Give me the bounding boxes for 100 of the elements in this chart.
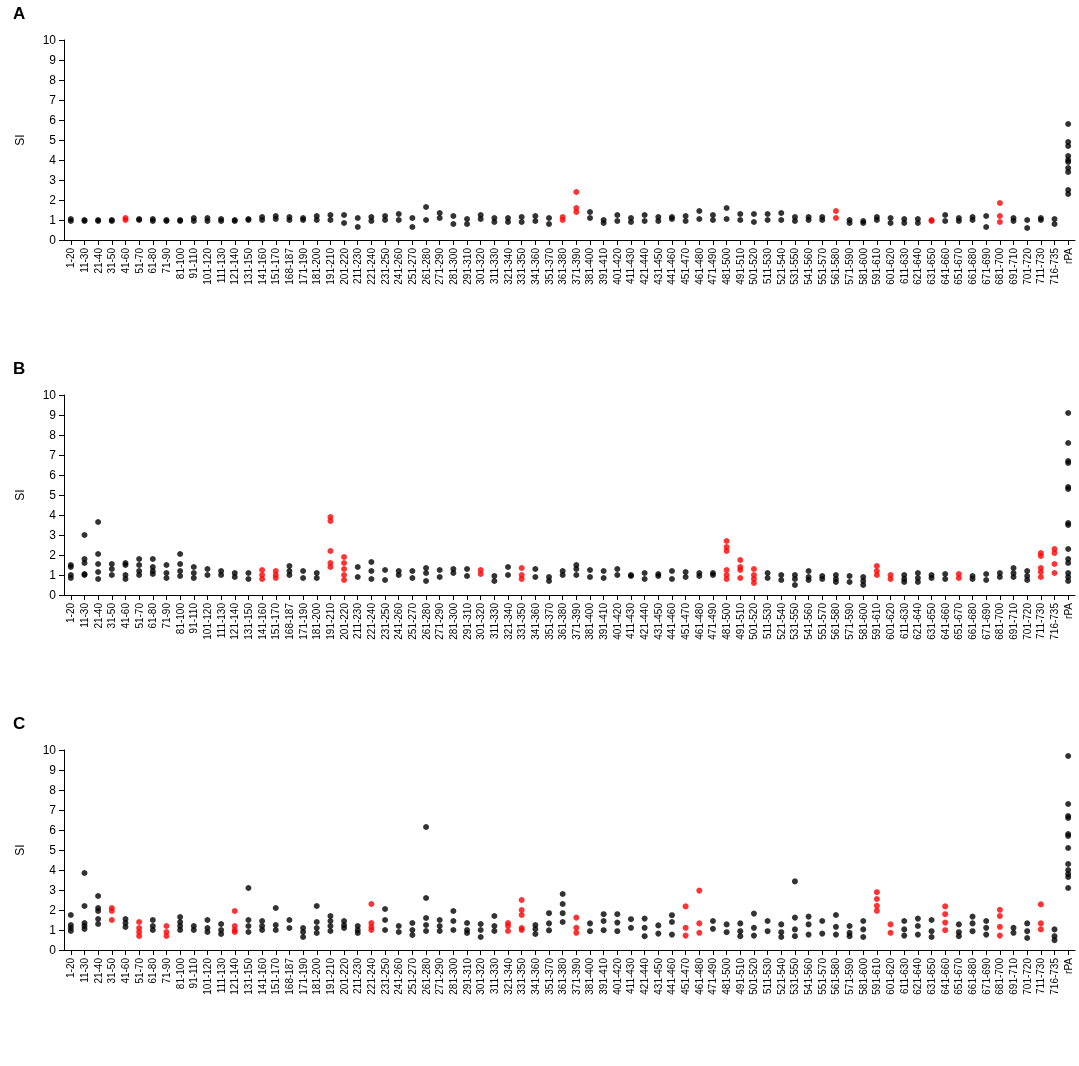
x-tick-label: 601-620 bbox=[885, 247, 897, 285]
x-tick-label: 401-420 bbox=[611, 602, 623, 640]
x-tick-label: 471-490 bbox=[707, 602, 719, 640]
x-tick-label: 181-200 bbox=[311, 602, 323, 640]
x-tick-label: 531-550 bbox=[789, 247, 801, 285]
x-tick-label: 51-70 bbox=[133, 957, 145, 984]
x-tick-label: 331-350 bbox=[516, 957, 528, 995]
x-tick-label: 251-270 bbox=[406, 247, 418, 285]
x-tick-label: 221-240 bbox=[365, 247, 377, 285]
y-axis-title: SI bbox=[13, 489, 27, 501]
x-tick-label: 11-30 bbox=[78, 602, 90, 628]
x-tick-label: 131-150 bbox=[242, 602, 254, 640]
x-tick-label: 381-400 bbox=[584, 957, 596, 995]
x-tick-label: 211-230 bbox=[352, 247, 364, 284]
y-tick-label: 10 bbox=[42, 388, 57, 402]
y-tick-label: 0 bbox=[49, 943, 57, 957]
x-tick-label: 661-680 bbox=[967, 602, 979, 640]
x-tick-label: 601-620 bbox=[885, 602, 897, 640]
x-tick-label: 211-230 bbox=[352, 957, 364, 994]
y-tick-label: 9 bbox=[49, 408, 57, 422]
x-tick-label: 281-300 bbox=[447, 957, 459, 995]
x-tick-label: 111-130 bbox=[215, 247, 227, 284]
x-tick-label: 471-490 bbox=[707, 957, 719, 995]
x-tick-label: rPA bbox=[1062, 247, 1074, 264]
x-tick-label: 531-550 bbox=[789, 957, 801, 995]
x-tick-label: 651-670 bbox=[953, 247, 965, 285]
y-tick-label: 9 bbox=[49, 53, 57, 67]
x-tick-label: 371-390 bbox=[570, 602, 582, 640]
x-tick-label: 171-190 bbox=[297, 957, 309, 995]
x-tick-label: 451-470 bbox=[680, 957, 692, 995]
y-tick-label: 2 bbox=[49, 193, 57, 207]
x-tick-label: 101-120 bbox=[201, 247, 213, 285]
x-tick-label: 701-720 bbox=[1021, 247, 1033, 285]
x-tick-label: 391-410 bbox=[598, 247, 610, 285]
y-tick-label: 4 bbox=[49, 153, 57, 167]
x-tick-label: 471-490 bbox=[707, 247, 719, 285]
x-tick-label: 401-420 bbox=[611, 957, 623, 995]
x-tick-label: 491-510 bbox=[734, 602, 746, 640]
x-tick-label: 31-50 bbox=[106, 957, 118, 984]
x-tick-label: 251-270 bbox=[406, 957, 418, 995]
y-tick-label: 10 bbox=[42, 33, 57, 47]
x-tick-label: 1-20 bbox=[65, 602, 77, 624]
x-tick-label: 261-280 bbox=[420, 247, 432, 285]
x-tick-label: 571-590 bbox=[844, 957, 856, 995]
x-tick-label: 221-240 bbox=[365, 957, 377, 995]
y-tick-label: 4 bbox=[49, 863, 57, 877]
x-tick-label: 461-480 bbox=[693, 602, 705, 640]
x-tick-label: 171-190 bbox=[297, 247, 309, 285]
x-tick-label: 11-30 bbox=[78, 247, 90, 273]
x-tick-label: 241-260 bbox=[393, 957, 405, 995]
x-tick-label: 271-290 bbox=[434, 247, 446, 285]
x-tick-label: 81-100 bbox=[174, 247, 186, 280]
y-tick-label: 6 bbox=[49, 468, 57, 482]
x-tick-label: 501-520 bbox=[748, 247, 760, 285]
x-tick-label: 131-150 bbox=[242, 957, 254, 995]
x-tick-label: 681-700 bbox=[994, 247, 1006, 285]
x-tick-label: 271-290 bbox=[434, 602, 446, 640]
x-tick-label: 421-440 bbox=[639, 247, 651, 285]
x-tick-label: 321-340 bbox=[502, 957, 514, 995]
x-tick-label: 31-50 bbox=[106, 247, 118, 274]
x-tick-label: 321-340 bbox=[502, 247, 514, 285]
x-tick-label: 191-210 bbox=[324, 247, 336, 285]
x-tick-label: 351-370 bbox=[543, 957, 555, 995]
x-tick-label: 391-410 bbox=[598, 602, 610, 640]
x-tick-label: 681-700 bbox=[994, 602, 1006, 640]
x-tick-label: 168-187 bbox=[283, 957, 295, 995]
y-axis-title: SI bbox=[13, 134, 27, 146]
x-tick-label: 121-140 bbox=[229, 957, 241, 995]
x-tick-label: 61-80 bbox=[147, 957, 159, 984]
y-tick-label: 8 bbox=[49, 73, 57, 87]
x-tick-label: 71-90 bbox=[160, 247, 172, 274]
x-tick-label: 321-340 bbox=[502, 602, 514, 640]
x-tick-label: 711-730 bbox=[1035, 957, 1047, 994]
x-tick-label: 351-370 bbox=[543, 602, 555, 640]
x-tick-label: 691-710 bbox=[1008, 602, 1020, 640]
x-tick-label: 271-290 bbox=[434, 957, 446, 995]
x-tick-label: 411-430 bbox=[625, 602, 637, 639]
x-tick-label: 591-610 bbox=[871, 602, 883, 640]
x-tick-label: 571-590 bbox=[844, 602, 856, 640]
x-tick-label: 411-430 bbox=[625, 247, 637, 284]
x-tick-label: 421-440 bbox=[639, 602, 651, 640]
y-tick-label: 5 bbox=[49, 843, 57, 857]
x-tick-label: 701-720 bbox=[1021, 957, 1033, 995]
x-tick-label: 641-660 bbox=[939, 247, 951, 285]
x-tick-label: 521-540 bbox=[775, 602, 787, 640]
x-tick-label: 461-480 bbox=[693, 247, 705, 285]
y-tick-label: 1 bbox=[49, 213, 57, 227]
x-tick-label: 361-380 bbox=[557, 247, 569, 285]
x-tick-label: 71-90 bbox=[160, 957, 172, 984]
x-tick-label: 291-310 bbox=[461, 957, 473, 995]
x-tick-label: 641-660 bbox=[939, 602, 951, 640]
x-tick-label: 181-200 bbox=[311, 957, 323, 995]
x-tick-label: 41-60 bbox=[119, 602, 131, 629]
x-tick-label: 61-80 bbox=[147, 247, 159, 274]
x-tick-label: 691-710 bbox=[1008, 247, 1020, 285]
x-tick-label: 1-20 bbox=[65, 247, 77, 269]
y-tick-label: 7 bbox=[49, 93, 57, 107]
x-tick-label: 716-735 bbox=[1049, 957, 1061, 995]
y-tick-label: 7 bbox=[49, 448, 57, 462]
x-tick-label: 261-280 bbox=[420, 957, 432, 995]
